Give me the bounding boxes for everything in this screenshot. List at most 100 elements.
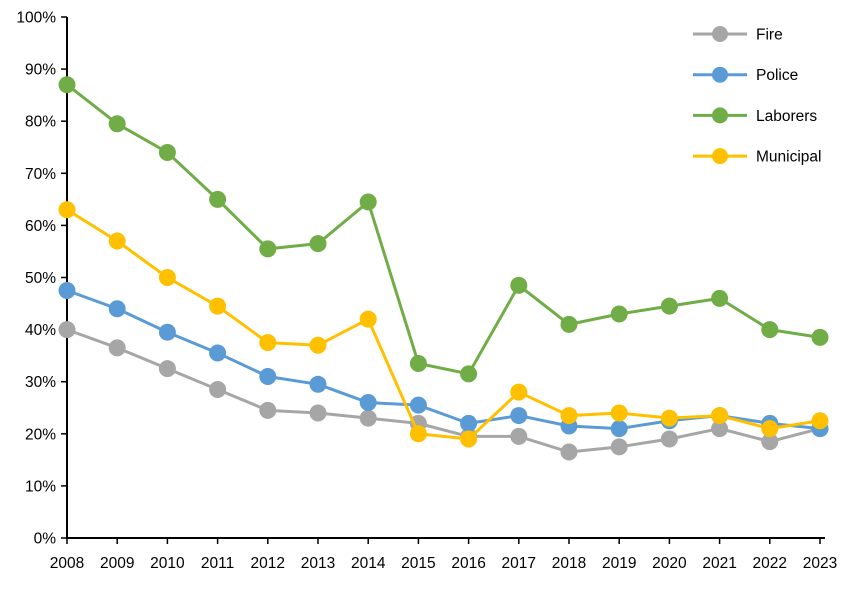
data-point-municipal-2018: [560, 407, 578, 425]
x-tick-label: 2013: [301, 555, 335, 572]
data-point-laborers-2020: [660, 297, 678, 315]
data-point-fire-2009: [108, 339, 126, 357]
x-axis-ticks: 2008 2009 2010 2011 2012 2013 2014 2015 2016 2017…: [50, 538, 837, 572]
data-point-fire-2012: [259, 401, 277, 419]
y-tick-label: 40%: [25, 322, 56, 339]
series-line-fire: [65, 328, 822, 454]
x-tick-label: 2012: [251, 555, 285, 572]
data-point-police-2016: [460, 414, 478, 432]
x-tick-label: 2021: [702, 555, 736, 572]
data-point-laborers-2023: [811, 328, 829, 346]
data-point-laborers-2011: [209, 190, 227, 208]
data-point-laborers-2010: [158, 143, 176, 161]
legend-item-fire: Fire: [693, 26, 783, 44]
x-tick-label: 2018: [552, 555, 586, 572]
data-point-laborers-2017: [510, 276, 528, 294]
data-point-municipal-2023: [811, 412, 829, 430]
x-tick-label: 2009: [100, 555, 134, 572]
x-tick-label: 2017: [502, 555, 536, 572]
legend-marker-icon: [712, 66, 728, 83]
data-point-police-2009: [108, 300, 126, 318]
series-laborers: [58, 76, 829, 383]
x-tick-label: 2016: [451, 555, 485, 572]
data-point-fire-2013: [309, 404, 327, 422]
data-point-police-2015: [409, 396, 427, 414]
legend-label: Laborers: [756, 108, 817, 125]
data-point-fire-2019: [610, 438, 628, 456]
data-point-municipal-2008: [58, 201, 76, 219]
legend-item-laborers: Laborers: [693, 107, 817, 125]
data-point-police-2013: [309, 375, 327, 393]
data-point-municipal-2021: [711, 407, 729, 425]
x-tick-label: 2008: [50, 555, 84, 572]
data-point-municipal-2014: [359, 310, 377, 328]
data-point-laborers-2021: [711, 289, 729, 307]
data-point-municipal-2017: [510, 383, 528, 401]
y-tick-label: 60%: [25, 218, 56, 235]
y-tick-label: 50%: [25, 270, 56, 287]
series-line-municipal: [65, 208, 822, 441]
legend: Fire Police Laborers Municipal: [693, 26, 821, 166]
x-tick-label: 2011: [201, 555, 234, 572]
legend-marker-icon: [712, 107, 728, 124]
data-point-municipal-2020: [660, 409, 678, 427]
data-point-fire-2022: [761, 433, 779, 451]
data-point-police-2008: [58, 282, 76, 300]
data-point-fire-2011: [209, 381, 227, 399]
data-point-laborers-2008: [58, 76, 76, 94]
y-tick-label: 100%: [16, 10, 56, 27]
legend-label: Fire: [756, 27, 783, 44]
x-tick-label: 2020: [652, 555, 687, 572]
data-point-municipal-2011: [209, 297, 227, 315]
legend-item-municipal: Municipal: [693, 148, 821, 166]
data-point-municipal-2016: [460, 430, 478, 448]
data-point-municipal-2013: [309, 336, 327, 354]
data-point-laborers-2019: [610, 305, 628, 323]
data-point-police-2019: [610, 420, 628, 438]
y-tick-label: 0%: [34, 531, 57, 548]
data-point-fire-2021: [711, 420, 729, 438]
data-point-fire-2008: [58, 321, 76, 339]
data-point-laborers-2015: [409, 354, 427, 372]
data-point-laborers-2018: [560, 315, 578, 333]
data-point-laborers-2013: [309, 235, 327, 253]
data-point-police-2010: [158, 323, 176, 341]
data-point-municipal-2012: [259, 334, 277, 352]
x-tick-label: 2014: [351, 555, 386, 572]
series-line-police: [65, 289, 822, 431]
data-point-municipal-2009: [108, 232, 126, 250]
x-tick-label: 2019: [602, 555, 636, 572]
legend-label: Police: [756, 67, 798, 84]
legend-marker-icon: [712, 148, 728, 165]
data-point-fire-2020: [660, 430, 678, 448]
data-point-laborers-2016: [460, 365, 478, 383]
data-point-fire-2018: [560, 443, 578, 461]
data-point-police-2014: [359, 394, 377, 412]
series-line-laborers: [65, 83, 822, 376]
data-point-police-2017: [510, 407, 528, 425]
data-point-police-2011: [209, 344, 227, 362]
series-municipal: [58, 201, 829, 448]
data-point-fire-2014: [359, 409, 377, 427]
data-point-laborers-2009: [108, 115, 126, 133]
y-tick-label: 70%: [25, 166, 56, 183]
x-tick-label: 2022: [753, 555, 787, 572]
y-tick-label: 10%: [25, 478, 56, 495]
y-tick-label: 80%: [25, 114, 56, 131]
x-tick-label: 2010: [150, 555, 185, 572]
data-point-police-2012: [259, 367, 277, 385]
data-point-laborers-2022: [761, 321, 779, 339]
y-tick-label: 20%: [25, 426, 56, 443]
x-tick-label: 2023: [803, 555, 837, 572]
data-point-fire-2010: [158, 360, 176, 378]
axes: [66, 17, 825, 539]
data-point-laborers-2014: [359, 193, 377, 211]
legend-label: Municipal: [756, 149, 821, 166]
y-axis-ticks: 0% 10% 20% 30% 40% 50% 60% 70% 80% 90% 100%: [16, 10, 67, 548]
y-tick-label: 90%: [25, 62, 56, 79]
series-fire: [58, 321, 829, 461]
data-point-fire-2017: [510, 427, 528, 445]
data-point-municipal-2015: [409, 425, 427, 443]
